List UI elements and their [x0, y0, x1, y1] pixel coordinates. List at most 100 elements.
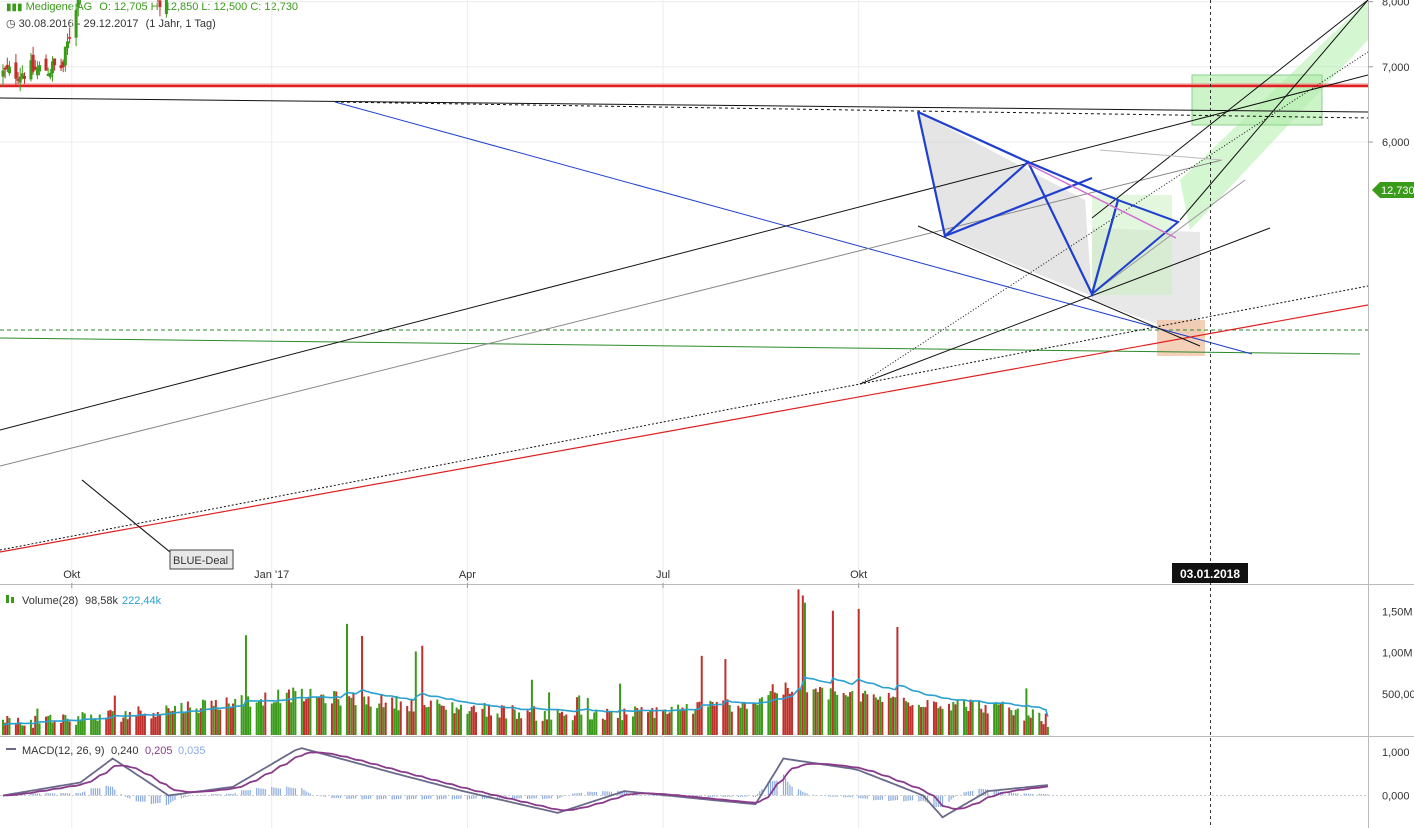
candle-body	[1, 70, 5, 77]
macd-histogram-bar	[520, 795, 522, 799]
fan-line-a	[859, 227, 1271, 385]
volume-bar	[442, 705, 445, 735]
volume-bar	[2, 719, 4, 735]
volume-bar	[152, 713, 155, 735]
macd-histogram-bar	[30, 793, 32, 796]
volume-bar	[260, 699, 262, 735]
volume-bar	[803, 602, 806, 735]
volume-bar	[242, 704, 245, 735]
macd-histogram-bar	[99, 788, 101, 796]
macd-histogram-bar	[473, 795, 475, 799]
candle-body	[74, 9, 78, 38]
volume-bar	[262, 705, 265, 735]
macd-histogram-bar	[365, 795, 367, 800]
macd-histogram-bar	[903, 795, 905, 802]
volume-bar	[346, 623, 348, 735]
ohlc-values: O: 12,705 H: 12,850 L: 12,500 C: 12,730	[99, 1, 299, 13]
price-candles	[1, 0, 168, 92]
macd-histogram-bar	[213, 794, 215, 796]
macd-histogram-bar	[894, 795, 896, 801]
annotation-box[interactable]	[169, 549, 234, 570]
volume-bar	[696, 702, 699, 735]
macd-histogram-bar	[460, 795, 462, 799]
volume-bar	[616, 717, 619, 735]
volume-bar	[558, 712, 561, 735]
volume-bar	[769, 691, 772, 735]
macd-histogram-bar	[1008, 792, 1010, 796]
macd-histogram-bar	[952, 795, 954, 798]
volume-bar	[920, 707, 923, 735]
date-range: 30.08.2016 - 29.12.2017	[18, 18, 139, 30]
volume-bar	[421, 645, 424, 735]
volume-bar	[831, 610, 834, 735]
volume-bar	[128, 711, 131, 735]
volume-bar	[455, 707, 458, 735]
candle	[66, 33, 69, 55]
macd-histogram-bar	[241, 790, 243, 796]
macd-histogram-bar	[608, 791, 610, 796]
volume-bar	[395, 696, 398, 735]
volume-bar	[909, 706, 912, 735]
volume-bar	[141, 714, 144, 735]
macd-histogram-bar	[120, 794, 122, 796]
macd-histogram-bar	[391, 795, 393, 800]
macd-histogram-bar	[170, 795, 172, 803]
candle-body	[76, 0, 80, 8]
macd-histogram-bar	[79, 793, 81, 796]
macd-histogram-bar	[1030, 793, 1032, 796]
macd-histogram-bar	[376, 795, 378, 800]
macd-axis: 1,000 0,000	[1382, 747, 1410, 803]
macd-histogram-bar	[772, 780, 774, 796]
volume-bar	[640, 707, 643, 735]
macd-histogram-bar	[92, 788, 94, 796]
volume-bar	[199, 708, 202, 735]
volume-bar	[819, 686, 821, 735]
volume-bar	[950, 710, 953, 735]
volume-bar	[655, 707, 658, 735]
candle	[50, 56, 54, 82]
price-axis: 18,00017,00016,00015,00014,00013,00012,0…	[1368, 0, 1410, 149]
volume-bar	[846, 696, 849, 735]
volume-bar	[887, 692, 890, 735]
macd-histogram-bar	[249, 790, 251, 796]
volume-bar	[902, 697, 905, 735]
volume-bar	[707, 706, 710, 735]
candle-body	[16, 79, 20, 81]
volume-bar	[350, 697, 353, 735]
macd-histogram-bar	[546, 795, 548, 799]
pattern-edge	[917, 110, 1029, 164]
volume-bar	[287, 689, 290, 735]
candle	[31, 46, 35, 75]
macd-histogram-bar	[701, 795, 703, 797]
volume-bar	[487, 705, 490, 735]
candle	[29, 52, 33, 82]
macd-histogram-bar	[548, 795, 550, 799]
blue-downtrend	[334, 101, 1253, 355]
macd-histogram-bar	[907, 795, 909, 801]
volume-bar	[107, 710, 110, 735]
long-resistance-line	[0, 97, 1368, 113]
candle	[16, 72, 20, 85]
volume-bar	[662, 709, 665, 735]
volume-bar	[857, 608, 860, 735]
macd-indicator	[0, 747, 1368, 819]
volume-bar	[483, 702, 486, 735]
volume-bar	[967, 711, 970, 735]
volume-bar	[692, 713, 695, 735]
macd-histogram-bar	[724, 795, 726, 797]
volume-bar	[647, 712, 649, 735]
gray-uptrend	[0, 159, 1223, 467]
volume-bar	[806, 692, 809, 735]
volume-bar	[453, 713, 456, 735]
candle-body	[5, 64, 9, 69]
macd-histogram-bar	[62, 793, 64, 796]
macd-histogram-bar	[425, 795, 428, 800]
macd-histogram-bar	[1010, 792, 1012, 796]
macd-histogram-bar	[264, 788, 266, 796]
pink-line	[1027, 163, 1177, 239]
volume-bar	[475, 712, 477, 735]
volume-bar	[1029, 717, 1032, 735]
macd-histogram-bar	[398, 795, 400, 799]
volume-bar	[799, 689, 802, 735]
